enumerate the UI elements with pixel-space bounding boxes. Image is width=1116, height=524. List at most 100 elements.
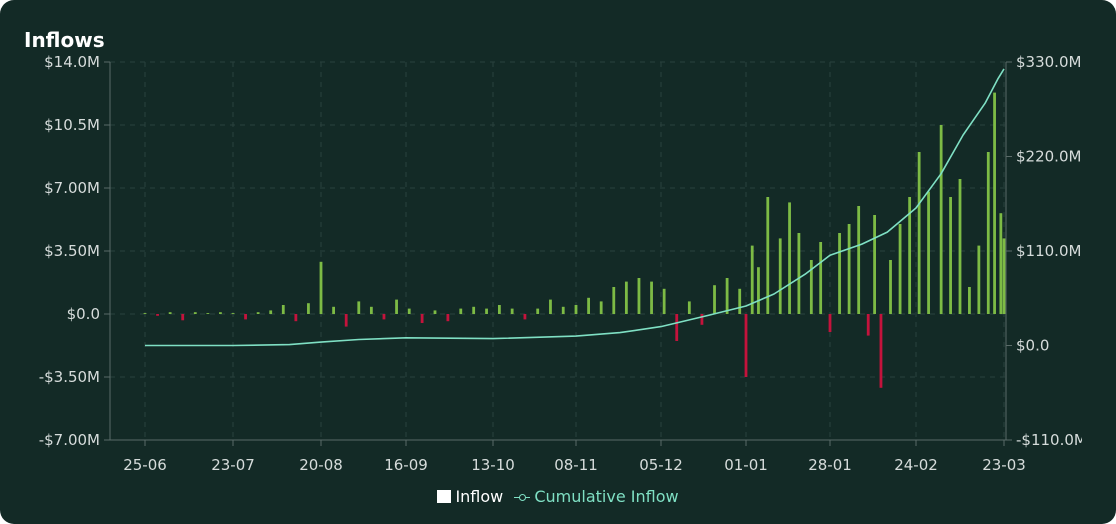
inflow-bar-44 bbox=[700, 314, 704, 325]
left-y-tick-label-6: -$7.00M bbox=[39, 431, 100, 449]
left-y-tick-label-0: $14.0M bbox=[44, 53, 100, 71]
inflow-bar-62 bbox=[873, 215, 876, 314]
inflow-bar-15 bbox=[332, 306, 335, 314]
inflow-bar-54 bbox=[797, 233, 801, 314]
inflow-bar-40 bbox=[650, 281, 653, 314]
x-tick-labels: 25-06 23-07 20-08 16-09 13-10 08-11 05-12 01-01… bbox=[123, 456, 1026, 474]
legend-cumulative-label: Cumulative Inflow bbox=[534, 487, 679, 506]
inflow-bar-30 bbox=[523, 314, 527, 320]
inflow-bar-36 bbox=[599, 301, 603, 314]
inflow-bar-5 bbox=[206, 313, 210, 314]
inflow-bar-6 bbox=[219, 312, 222, 314]
inflow-bar-33 bbox=[561, 306, 565, 314]
inflow-bar-58 bbox=[838, 233, 841, 314]
inflow-bars bbox=[143, 92, 1006, 388]
left-y-tick-label-3: $3.50M bbox=[44, 242, 100, 260]
inflow-bar-47 bbox=[738, 288, 742, 314]
inflow-bar-3 bbox=[181, 314, 185, 321]
x-tick-label-10: 23-03 bbox=[982, 456, 1026, 474]
inflow-bar-43 bbox=[687, 301, 691, 314]
x-tick-label-6: 05-12 bbox=[639, 456, 683, 474]
inflow-bar-70 bbox=[949, 197, 952, 314]
inflow-bar-59 bbox=[847, 224, 851, 314]
x-tick-label-1: 23-07 bbox=[211, 456, 255, 474]
inflow-bar-41 bbox=[662, 288, 666, 314]
x-tick-label-0: 25-06 bbox=[123, 456, 167, 474]
right-y-tick-labels: $330.0M $220.0M $110.0M $0.0 -$110.0M bbox=[1016, 53, 1087, 449]
inflow-bar-1 bbox=[156, 314, 159, 316]
inflow-bar-45 bbox=[713, 285, 716, 314]
inflow-bar-73 bbox=[977, 245, 981, 314]
inflow-bar-72 bbox=[968, 287, 971, 314]
inflow-bar-14 bbox=[319, 261, 323, 314]
inflow-bar-2 bbox=[168, 312, 172, 314]
inflow-bar-20 bbox=[395, 299, 398, 314]
inflow-bar-49 bbox=[750, 245, 754, 314]
right-y-tick-label-3: $0.0 bbox=[1016, 337, 1049, 355]
inflow-bar-35 bbox=[587, 297, 590, 314]
inflow-bar-75 bbox=[993, 92, 996, 314]
grid-lines bbox=[110, 61, 1006, 441]
inflow-bar-74 bbox=[986, 152, 990, 314]
x-tick-label-9: 24-02 bbox=[894, 456, 938, 474]
inflow-bar-37 bbox=[612, 287, 616, 314]
inflow-bar-10 bbox=[269, 310, 273, 314]
inflow-bar-77 bbox=[1002, 238, 1006, 314]
inflow-bar-55 bbox=[809, 260, 813, 314]
inflow-bar-13 bbox=[307, 303, 310, 314]
inflow-bar-38 bbox=[624, 281, 628, 314]
inflow-bar-0 bbox=[143, 313, 147, 314]
inflow-bar-61 bbox=[866, 314, 870, 336]
x-tick-label-8: 28-01 bbox=[808, 456, 852, 474]
inflow-bar-42 bbox=[675, 314, 679, 341]
legend-item-inflow[interactable]: Inflow bbox=[437, 486, 503, 508]
inflow-bar-64 bbox=[889, 260, 892, 314]
inflow-bar-29 bbox=[510, 308, 514, 314]
inflow-bar-32 bbox=[549, 299, 552, 314]
inflow-bar-66 bbox=[908, 197, 912, 314]
inflow-bar-24 bbox=[446, 314, 450, 322]
inflow-bar-22 bbox=[420, 314, 424, 323]
cumulative-line-marker-icon bbox=[514, 491, 531, 503]
inflow-bar-23 bbox=[433, 310, 437, 314]
left-y-tick-label-4: $0.0 bbox=[67, 305, 100, 323]
x-tick-label-7: 01-01 bbox=[724, 456, 768, 474]
cumulative-inflow-series bbox=[145, 68, 1005, 347]
inflow-bar-17 bbox=[357, 301, 361, 314]
left-y-tick-label-1: $10.5M bbox=[44, 116, 100, 134]
inflow-bar-48 bbox=[744, 314, 748, 377]
inflow-bar-71 bbox=[958, 179, 962, 314]
right-y-tick-label-4: -$110.0M bbox=[1016, 431, 1087, 449]
x-tick-label-5: 08-11 bbox=[554, 456, 598, 474]
axes bbox=[104, 61, 1012, 446]
inflow-swatch bbox=[437, 490, 452, 503]
inflow-bar-68 bbox=[927, 191, 930, 314]
inflow-bar-69 bbox=[939, 125, 943, 314]
inflow-bar-39 bbox=[637, 278, 641, 314]
left-y-tick-label-5: -$3.50M bbox=[39, 368, 100, 386]
inflow-bar-26 bbox=[472, 306, 476, 314]
x-tick-label-3: 16-09 bbox=[384, 456, 428, 474]
x-tick-label-2: 20-08 bbox=[299, 456, 343, 474]
inflow-bar-63 bbox=[879, 314, 883, 388]
right-y-tick-label-2: $110.0M bbox=[1016, 242, 1081, 260]
inflow-bar-11 bbox=[281, 305, 285, 314]
inflow-bar-67 bbox=[917, 152, 921, 314]
inflow-bar-8 bbox=[244, 314, 247, 320]
inflow-bar-57 bbox=[828, 314, 832, 332]
right-y-tick-label-1: $220.0M bbox=[1016, 148, 1081, 166]
inflow-bar-27 bbox=[485, 308, 488, 314]
inflow-bar-31 bbox=[536, 308, 540, 314]
cumulative-line bbox=[145, 68, 1005, 347]
inflow-bar-9 bbox=[256, 312, 260, 314]
legend-item-cumulative[interactable]: Cumulative Inflow bbox=[514, 486, 679, 508]
chart-title: Inflows bbox=[24, 28, 105, 52]
inflow-bar-18 bbox=[369, 306, 373, 314]
inflow-bar-34 bbox=[574, 305, 578, 314]
inflow-bar-12 bbox=[294, 314, 298, 322]
inflow-bar-60 bbox=[857, 206, 861, 314]
legend: Inflow Cumulative Inflow bbox=[0, 486, 1116, 508]
inflow-bar-16 bbox=[344, 314, 348, 327]
